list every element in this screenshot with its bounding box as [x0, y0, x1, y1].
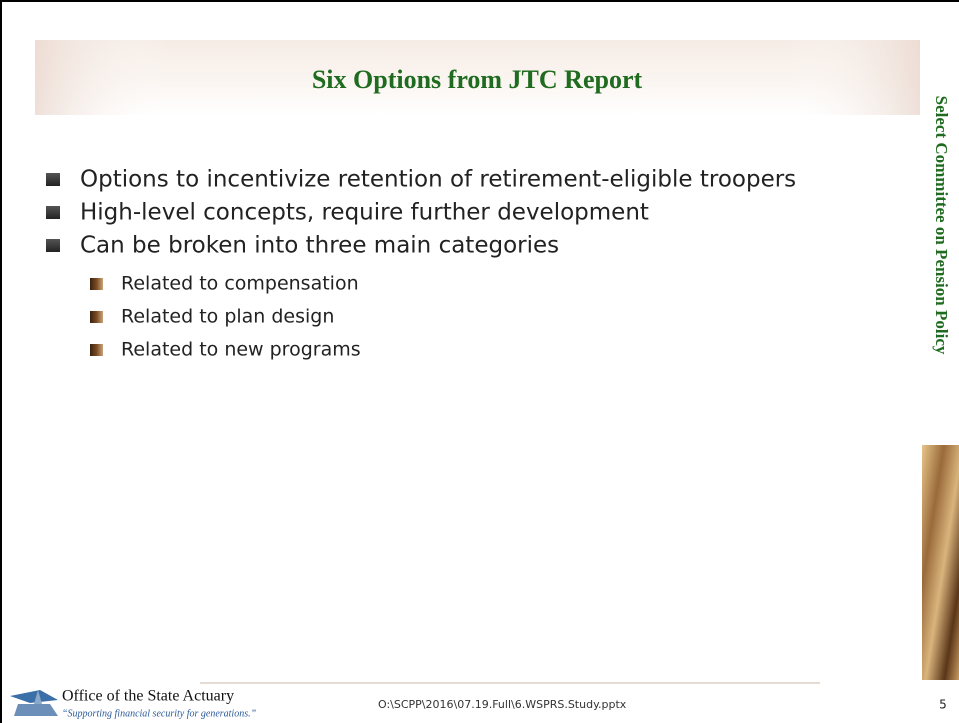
sub-bullet-text: Related to plan design: [121, 306, 334, 328]
bullet-list: Options to incentivize retention of reti…: [46, 167, 796, 361]
title-band-edge: [35, 40, 920, 115]
sub-bullet-text: Related to compensation: [121, 273, 359, 295]
side-title: Select Committee on Pension Policy: [932, 96, 951, 355]
page-number: 5: [939, 698, 947, 712]
sub-bullet-marker: [90, 344, 103, 356]
bullet-text: Can be broken into three main categories: [80, 233, 559, 259]
sub-bullet-text: Related to new programs: [121, 339, 361, 361]
footer-file-path: O:\SCPP\2016\07.19.Full\6.WSPRS.Study.pp…: [378, 698, 627, 711]
bullet-text: High-level concepts, require further dev…: [80, 200, 649, 226]
slide-title: Six Options from JTC Report: [312, 65, 643, 94]
bullet-marker: [46, 206, 60, 219]
bullet-text: Options to incentivize retention of reti…: [80, 167, 796, 193]
bullet-marker: [46, 173, 60, 186]
sub-bullet-marker: [90, 278, 103, 290]
footer-tagline: “Supporting financial security for gener…: [62, 708, 257, 719]
footer-organization: Office of the State Actuary: [62, 688, 234, 705]
sub-bullet-marker: [90, 311, 103, 323]
bullet-marker: [46, 239, 60, 252]
side-photo: [922, 445, 959, 680]
logo: [10, 690, 58, 716]
